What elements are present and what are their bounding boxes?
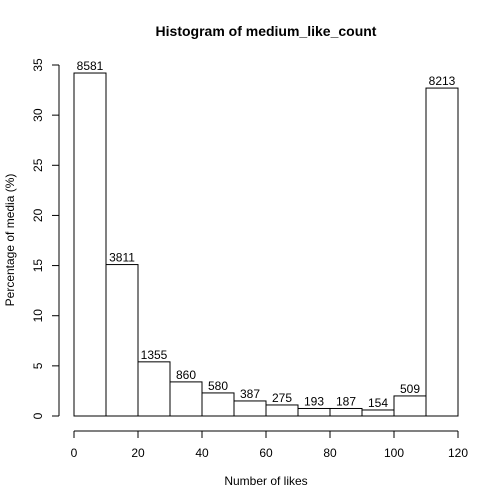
histogram-bar bbox=[425, 87, 459, 417]
bar-count-label: 509 bbox=[400, 382, 420, 396]
y-axis: 0 5 10 15 20 25 30 35 bbox=[31, 58, 60, 419]
histogram-bar bbox=[297, 407, 331, 417]
x-tick-label: 0 bbox=[71, 446, 78, 460]
y-axis-label: Percentage of media (%) bbox=[3, 174, 17, 307]
x-tick-label: 100 bbox=[384, 446, 404, 460]
bar-count-label: 8581 bbox=[77, 59, 104, 73]
y-tick-label: 25 bbox=[31, 158, 45, 172]
bars-group bbox=[73, 72, 459, 417]
histogram-bar bbox=[361, 409, 395, 417]
histogram-bar bbox=[169, 381, 203, 417]
histogram-bar bbox=[329, 407, 363, 417]
bar-count-label: 387 bbox=[240, 387, 260, 401]
histogram-bar bbox=[105, 264, 139, 417]
histogram-bar bbox=[393, 395, 427, 417]
bar-labels-group: 8581 3811 1355 860 580 387 275 193 187 154 509 8213 bbox=[77, 59, 456, 410]
bar-count-label: 1355 bbox=[141, 348, 168, 362]
x-tick-label: 40 bbox=[195, 446, 209, 460]
x-tick-label: 80 bbox=[323, 446, 337, 460]
x-axis-label: Number of likes bbox=[224, 474, 307, 488]
bar-count-label: 275 bbox=[272, 391, 292, 405]
x-tick-label: 120 bbox=[448, 446, 468, 460]
y-tick-label: 20 bbox=[31, 208, 45, 222]
bar-count-label: 187 bbox=[336, 394, 356, 408]
x-axis: 0 20 40 60 80 100 120 bbox=[71, 430, 468, 460]
bar-count-label: 580 bbox=[208, 379, 228, 393]
histogram-bar bbox=[201, 392, 235, 417]
histogram-bar bbox=[73, 72, 107, 417]
histogram-bar bbox=[137, 361, 171, 417]
bar-count-label: 3811 bbox=[109, 251, 135, 265]
x-tick-label: 20 bbox=[131, 446, 145, 460]
bar-count-label: 154 bbox=[368, 396, 388, 410]
histogram-bar bbox=[233, 400, 267, 417]
y-tick-label: 15 bbox=[31, 259, 45, 273]
y-tick-label: 30 bbox=[31, 108, 45, 122]
y-tick-label: 0 bbox=[31, 412, 45, 419]
y-tick-label: 5 bbox=[31, 362, 45, 369]
x-tick-label: 60 bbox=[259, 446, 273, 460]
bar-count-label: 193 bbox=[304, 394, 324, 408]
y-tick-label: 10 bbox=[31, 309, 45, 323]
chart-title: Histogram of medium_like_count bbox=[156, 23, 377, 39]
bar-count-label: 860 bbox=[176, 368, 196, 382]
bar-count-label: 8213 bbox=[429, 74, 456, 88]
histogram-bar bbox=[265, 404, 299, 417]
y-tick-label: 35 bbox=[31, 58, 45, 72]
